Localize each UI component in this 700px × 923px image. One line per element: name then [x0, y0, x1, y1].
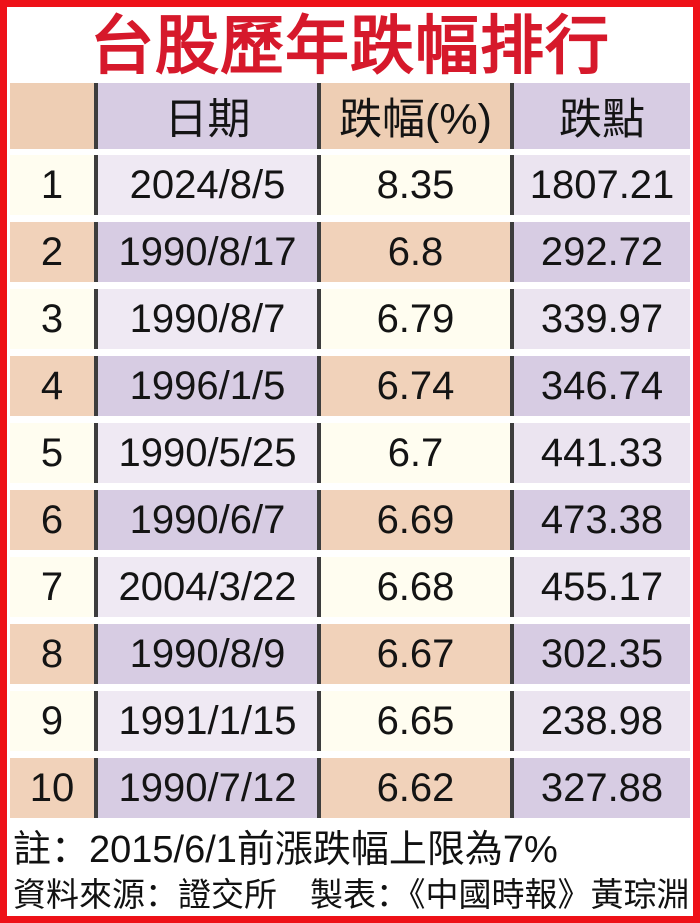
cell-pct: 6.8 — [317, 222, 510, 282]
cell-rank: 9 — [10, 691, 94, 751]
cell-rank: 10 — [10, 758, 94, 818]
cell-pct: 6.68 — [317, 557, 510, 617]
cell-points: 473.38 — [510, 490, 690, 550]
table-row: 8 1990/8/9 6.67 302.35 — [10, 624, 690, 684]
table-row: 1 2024/8/5 8.35 1807.21 — [10, 155, 690, 215]
cell-pct: 6.7 — [317, 423, 510, 483]
cell-points: 1807.21 — [510, 155, 690, 215]
header-cell-date: 日期 — [94, 83, 317, 149]
table-row: 6 1990/6/7 6.69 473.38 — [10, 490, 690, 550]
cell-pct: 6.67 — [317, 624, 510, 684]
footnote: 註：2015/6/1前漲跌幅上限為7% — [13, 829, 558, 871]
header-cell-pct: 跌幅(%) — [317, 83, 510, 149]
cell-date: 2004/3/22 — [94, 557, 317, 617]
table-header-row: 日期 跌幅(%) 跌點 — [10, 83, 690, 149]
cell-points: 238.98 — [510, 691, 690, 751]
cell-rank: 2 — [10, 222, 94, 282]
cell-points: 292.72 — [510, 222, 690, 282]
table-row: 4 1996/1/5 6.74 346.74 — [10, 356, 690, 416]
cell-rank: 6 — [10, 490, 94, 550]
cell-date: 1990/5/25 — [94, 423, 317, 483]
cell-points: 302.35 — [510, 624, 690, 684]
cell-date: 1990/8/17 — [94, 222, 317, 282]
cell-points: 339.97 — [510, 289, 690, 349]
cell-rank: 7 — [10, 557, 94, 617]
cell-pct: 6.65 — [317, 691, 510, 751]
notes-block: 註：2015/6/1前漲跌幅上限為7% 資料來源：證交所 製表：《中國時報》黃琮… — [7, 825, 693, 916]
table-row: 9 1991/1/15 6.65 238.98 — [10, 691, 690, 751]
cell-date: 1990/8/7 — [94, 289, 317, 349]
cell-points: 455.17 — [510, 557, 690, 617]
cell-rank: 8 — [10, 624, 94, 684]
cell-points: 441.33 — [510, 423, 690, 483]
cell-rank: 4 — [10, 356, 94, 416]
table-row: 5 1990/5/25 6.7 441.33 — [10, 423, 690, 483]
cell-rank: 1 — [10, 155, 94, 215]
cell-pct: 6.79 — [317, 289, 510, 349]
table-row: 7 2004/3/22 6.68 455.17 — [10, 557, 690, 617]
cell-date: 1990/8/9 — [94, 624, 317, 684]
table-row: 2 1990/8/17 6.8 292.72 — [10, 222, 690, 282]
cell-date: 1991/1/15 — [94, 691, 317, 751]
cell-rank: 3 — [10, 289, 94, 349]
header-cell-rank — [10, 83, 94, 149]
cell-points: 327.88 — [510, 758, 690, 818]
cell-date: 1996/1/5 — [94, 356, 317, 416]
table-row: 10 1990/7/12 6.62 327.88 — [10, 758, 690, 818]
cell-pct: 8.35 — [317, 155, 510, 215]
cell-date: 2024/8/5 — [94, 155, 317, 215]
cell-rank: 5 — [10, 423, 94, 483]
cell-date: 1990/7/12 — [94, 758, 317, 818]
table-body: 1 2024/8/5 8.35 1807.21 2 1990/8/17 6.8 292.72 3… — [10, 155, 690, 818]
data-table: 日期 跌幅(%) 跌點 1 2024/8/5 8.35 1807.21 2 1990/8/… — [7, 83, 693, 825]
cell-points: 346.74 — [510, 356, 690, 416]
table-row: 3 1990/8/7 6.79 339.97 — [10, 289, 690, 349]
cell-pct: 6.69 — [317, 490, 510, 550]
page-title: 台股歷年跌幅排行 — [90, 10, 610, 82]
cell-date: 1990/6/7 — [94, 490, 317, 550]
cell-pct: 6.74 — [317, 356, 510, 416]
source-credit-line: 資料來源：證交所 製表：《中國時報》黃琮淵 — [13, 876, 690, 913]
header-cell-points: 跌點 — [510, 83, 690, 149]
cell-pct: 6.62 — [317, 758, 510, 818]
